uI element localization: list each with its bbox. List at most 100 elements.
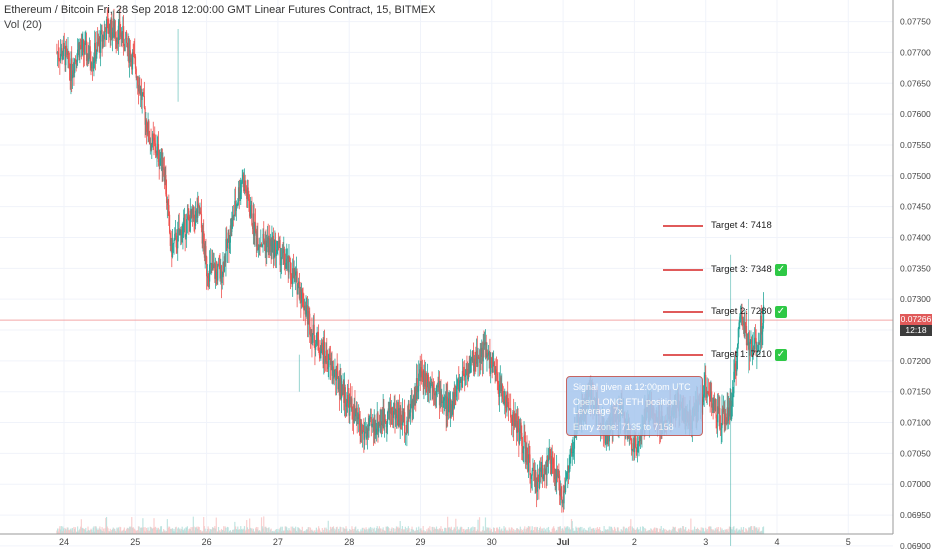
volume-bar <box>302 531 304 534</box>
candle-body <box>573 448 575 453</box>
candle-body <box>70 58 72 81</box>
candle-body <box>762 305 765 323</box>
candle-body <box>410 400 412 404</box>
volume-bar <box>149 526 151 534</box>
time-tick-label: 5 <box>846 537 851 547</box>
candle-body <box>427 374 429 392</box>
candle-body <box>375 428 378 435</box>
volume-bar <box>143 527 145 534</box>
candle-body <box>473 358 475 372</box>
volume-bar <box>132 527 134 534</box>
candle-body <box>742 318 744 325</box>
volume-bar <box>616 527 619 534</box>
volume-bar <box>359 531 361 534</box>
candle-body <box>224 256 226 263</box>
price-tick-label: 0.06950 <box>900 510 931 520</box>
volume-bar <box>672 526 674 534</box>
candle-body <box>441 401 443 404</box>
volume-bar <box>284 526 286 534</box>
volume-bar <box>602 531 604 534</box>
candle-body <box>424 371 426 385</box>
candle-body <box>704 375 706 385</box>
volume-bar <box>326 531 329 534</box>
volume-bar <box>274 531 276 534</box>
volume-bar <box>473 527 475 534</box>
candle-body <box>572 452 574 453</box>
volume-bar <box>609 531 611 534</box>
volume-bar <box>402 529 404 534</box>
candle-body <box>202 231 204 244</box>
volume-bar <box>56 530 58 534</box>
candle-body <box>523 435 525 449</box>
volume-bar <box>86 530 88 534</box>
candle-body <box>531 470 533 476</box>
candle-body <box>450 404 452 419</box>
volume-bar <box>362 531 364 534</box>
volume-bar <box>100 529 102 534</box>
volume-bar <box>559 526 561 534</box>
volume-bar <box>719 527 722 534</box>
volume-bar <box>385 526 387 534</box>
volume-bar <box>435 529 437 534</box>
candle-body <box>553 464 555 469</box>
volume-bar <box>75 531 77 534</box>
candle-body <box>192 206 194 215</box>
volume-bar <box>90 528 92 534</box>
volume-bar <box>536 528 538 534</box>
candle-body <box>373 420 375 432</box>
candle-body <box>719 429 722 430</box>
candle-body <box>414 387 416 406</box>
volume-bar <box>309 531 311 534</box>
volume-bar <box>176 531 178 534</box>
candle-body <box>293 271 295 278</box>
candle-body <box>280 259 282 266</box>
candle-body <box>102 35 104 42</box>
volume-bar <box>734 530 736 534</box>
candle-body <box>422 379 424 387</box>
volume-bar <box>312 531 315 534</box>
volume-bar <box>424 531 426 534</box>
candle-body <box>175 232 177 248</box>
volume-bar <box>488 530 490 534</box>
candle-body <box>561 499 564 504</box>
candle-body <box>145 120 148 132</box>
candle-body <box>229 225 231 243</box>
candle-body <box>461 379 463 388</box>
price-tick-label: 0.07550 <box>900 140 931 150</box>
volume-bar <box>94 526 97 534</box>
volume-bar <box>172 531 174 534</box>
candle-body <box>343 387 346 403</box>
volume-bar <box>87 526 89 534</box>
candle-body <box>92 62 94 68</box>
candle-body <box>142 92 144 95</box>
volume-bar <box>129 527 131 534</box>
volume-bar <box>151 528 153 534</box>
volume-bar <box>516 528 518 534</box>
volume-bar <box>460 526 462 534</box>
candle-body <box>401 421 403 426</box>
candle-body <box>196 209 198 218</box>
volume-bar <box>388 528 390 534</box>
candle-body <box>105 19 108 41</box>
volume-bar <box>168 526 171 534</box>
candle-body <box>166 194 168 203</box>
candle-body <box>140 88 142 95</box>
volume-bar <box>148 530 151 534</box>
volume-bar <box>484 517 487 534</box>
volume-bar <box>225 527 227 534</box>
volume-bar <box>580 530 582 534</box>
candle-body <box>751 348 754 357</box>
candle-body <box>214 269 217 279</box>
volume-bar <box>462 529 464 534</box>
volume-bar <box>708 526 711 534</box>
volume-bar <box>311 529 313 534</box>
volume-bar <box>352 528 354 534</box>
volume-bar <box>432 526 434 534</box>
candle-body <box>434 393 436 396</box>
candle-body <box>532 470 534 471</box>
volume-bar <box>674 526 676 534</box>
volume-bar <box>464 531 466 534</box>
candle-body <box>133 52 135 54</box>
candle-body <box>248 199 250 208</box>
